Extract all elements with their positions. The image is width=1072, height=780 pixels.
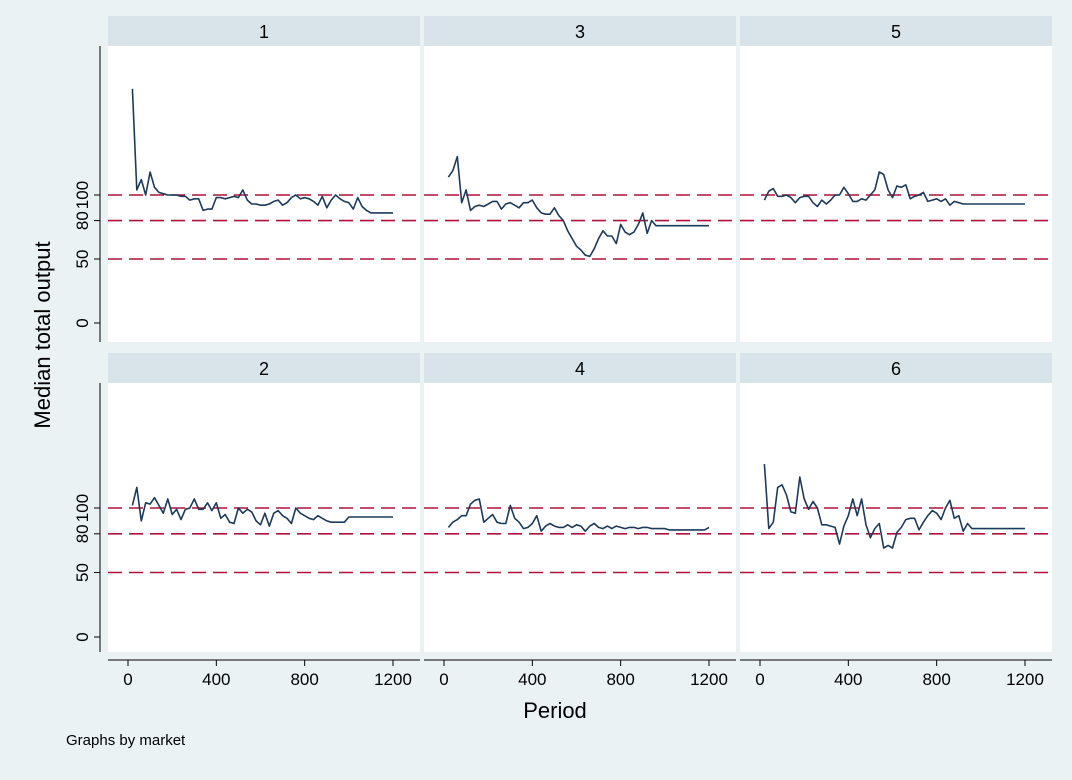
graphs-by-note: Graphs by market: [66, 732, 186, 749]
x-tick-label: 400: [834, 670, 862, 689]
panel-plot-area: [740, 383, 1052, 652]
series-line: [131, 88, 393, 214]
panel-strip-label: 3: [575, 22, 585, 42]
panel-3: 3: [424, 16, 736, 342]
y-tick-label: 0: [73, 632, 92, 641]
series-line: [763, 464, 1025, 549]
panel-plot-area: [108, 46, 420, 342]
panel-strip-label: 5: [891, 22, 901, 42]
panel-plot-area: [424, 383, 736, 652]
y-tick-label: 100: [73, 494, 92, 522]
panel-strip: [740, 353, 1052, 383]
panel-strip-label: 2: [259, 359, 269, 379]
panel-2: 2: [108, 353, 420, 652]
x-tick-label: 1200: [690, 670, 728, 689]
y-tick-label: 50: [73, 563, 92, 582]
x-tick-label: 1200: [1006, 670, 1044, 689]
panel-plot-area: [424, 46, 736, 342]
x-tick-label: 400: [202, 670, 230, 689]
panel-strip: [108, 353, 420, 383]
x-tick-label: 0: [755, 670, 764, 689]
series-line: [131, 486, 393, 527]
panel-plot-area: [740, 46, 1052, 342]
axes: 0 50 80 100 0 50 80 100 0 400 800 1200 0 400 800 1200 0 4…: [73, 46, 1052, 689]
y-tick-label: 80: [73, 211, 92, 230]
x-tick-label: 0: [123, 670, 132, 689]
x-tick-label: 0: [439, 670, 448, 689]
panel-strip: [108, 16, 420, 46]
panel-5: 5: [740, 16, 1052, 342]
y-tick-label: 50: [73, 250, 92, 269]
panel-strip-label: 1: [259, 22, 269, 42]
series-line: [447, 155, 709, 258]
panel-strip: [424, 353, 736, 383]
y-axis-title: Median total output: [30, 241, 55, 428]
panel-strip-label: 6: [891, 359, 901, 379]
panel-6: 6: [740, 353, 1052, 652]
series-line: [447, 498, 710, 533]
x-tick-label: 1200: [374, 670, 412, 689]
x-tick-label: 800: [606, 670, 634, 689]
panel-4: 4: [424, 353, 736, 652]
x-tick-label: 400: [518, 670, 546, 689]
panel-1: 1: [108, 16, 420, 342]
y-tick-label: 100: [73, 181, 92, 209]
x-tick-label: 800: [922, 670, 950, 689]
series-line: [763, 171, 1025, 208]
panel-strip: [424, 16, 736, 46]
x-tick-label: 800: [290, 670, 318, 689]
panel-strip-label: 4: [575, 359, 585, 379]
panel-strip: [740, 16, 1052, 46]
y-tick-label: 80: [73, 524, 92, 543]
panels: 1 3 5 2 4 6: [108, 16, 1052, 652]
y-tick-label: 0: [73, 318, 92, 327]
x-axis-title: Period: [523, 698, 587, 723]
